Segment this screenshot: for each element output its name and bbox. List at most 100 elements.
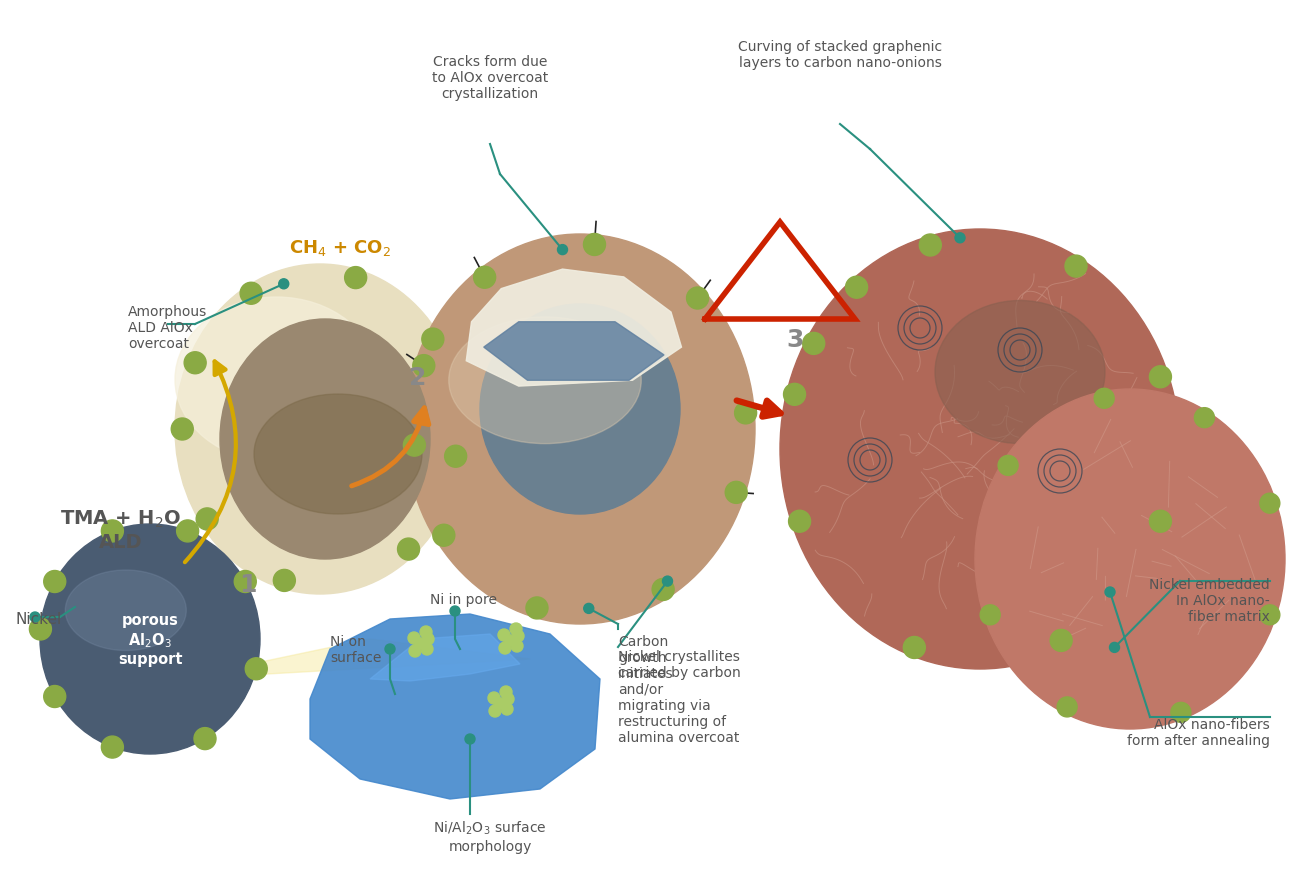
Text: AlOx nano-fibers
form after annealing: AlOx nano-fibers form after annealing <box>1127 717 1269 747</box>
Polygon shape <box>484 322 664 381</box>
Circle shape <box>422 328 444 351</box>
Circle shape <box>510 623 522 635</box>
Circle shape <box>464 734 475 744</box>
Ellipse shape <box>405 235 755 624</box>
Circle shape <box>734 402 757 424</box>
Circle shape <box>445 446 467 468</box>
Circle shape <box>450 607 461 616</box>
Circle shape <box>433 525 455 547</box>
Circle shape <box>404 434 426 456</box>
Circle shape <box>235 571 257 593</box>
Circle shape <box>184 352 206 375</box>
Ellipse shape <box>780 229 1180 669</box>
Circle shape <box>408 633 421 644</box>
Ellipse shape <box>449 317 641 444</box>
Circle shape <box>1094 388 1115 408</box>
Circle shape <box>1149 367 1171 388</box>
Circle shape <box>44 571 66 593</box>
Circle shape <box>725 481 747 504</box>
Circle shape <box>504 635 516 647</box>
Ellipse shape <box>66 570 186 651</box>
Circle shape <box>783 384 805 406</box>
Circle shape <box>499 642 511 654</box>
Polygon shape <box>310 614 600 799</box>
Polygon shape <box>370 634 520 681</box>
Text: Ni/Al$_2$O$_3$ surface
morphology: Ni/Al$_2$O$_3$ surface morphology <box>433 819 547 852</box>
Circle shape <box>583 234 605 256</box>
Text: 3: 3 <box>787 328 804 352</box>
Ellipse shape <box>175 265 464 594</box>
Text: porous
Al$_2$O$_3$
support: porous Al$_2$O$_3$ support <box>117 613 182 667</box>
Ellipse shape <box>975 389 1285 729</box>
Circle shape <box>557 245 568 255</box>
Circle shape <box>194 727 215 750</box>
Circle shape <box>512 630 524 642</box>
Ellipse shape <box>175 298 378 462</box>
Circle shape <box>1149 511 1171 533</box>
Circle shape <box>344 268 366 289</box>
Ellipse shape <box>935 302 1106 444</box>
Circle shape <box>172 419 194 441</box>
Ellipse shape <box>40 524 261 754</box>
Circle shape <box>102 736 124 758</box>
Text: 2: 2 <box>409 366 427 389</box>
Text: 1: 1 <box>239 573 257 596</box>
Circle shape <box>1066 255 1087 278</box>
Circle shape <box>920 235 942 256</box>
Circle shape <box>1195 408 1214 428</box>
Circle shape <box>663 576 672 587</box>
Circle shape <box>489 705 501 717</box>
Circle shape <box>422 634 433 646</box>
Circle shape <box>240 283 262 305</box>
Circle shape <box>196 508 218 530</box>
Circle shape <box>1057 697 1077 717</box>
Circle shape <box>686 288 708 309</box>
Circle shape <box>788 511 810 533</box>
Circle shape <box>845 277 868 299</box>
Circle shape <box>102 521 124 542</box>
Text: Carbon
growth
initiates: Carbon growth initiates <box>618 634 673 680</box>
Circle shape <box>44 686 66 707</box>
Circle shape <box>1171 702 1191 722</box>
Circle shape <box>802 333 824 355</box>
Circle shape <box>526 597 548 620</box>
Polygon shape <box>466 269 681 387</box>
Text: TMA + H$_2$O
ALD: TMA + H$_2$O ALD <box>61 507 181 551</box>
Ellipse shape <box>221 320 430 560</box>
Circle shape <box>584 604 593 614</box>
Circle shape <box>177 521 199 542</box>
Circle shape <box>488 693 501 704</box>
Circle shape <box>413 355 435 377</box>
Circle shape <box>421 627 432 638</box>
Circle shape <box>473 267 495 289</box>
Text: Curving of stacked graphenic
layers to carbon nano-onions: Curving of stacked graphenic layers to c… <box>738 40 942 70</box>
Circle shape <box>998 456 1018 476</box>
Circle shape <box>1109 643 1120 653</box>
Ellipse shape <box>254 395 422 514</box>
Circle shape <box>279 280 289 289</box>
Circle shape <box>414 638 426 650</box>
Text: Ni on
surface: Ni on surface <box>330 634 382 665</box>
Circle shape <box>397 539 419 561</box>
Circle shape <box>653 579 675 600</box>
Circle shape <box>955 234 965 243</box>
Text: Nickel: Nickel <box>15 612 61 627</box>
Circle shape <box>980 605 1000 625</box>
Circle shape <box>1260 494 1280 514</box>
Text: Ni in pore: Ni in pore <box>430 593 497 607</box>
Circle shape <box>245 658 267 680</box>
Text: Nickel crystallites
carried by carbon
and/or
migrating via
restructuring of
alum: Nickel crystallites carried by carbon an… <box>618 649 740 744</box>
Circle shape <box>1050 630 1072 652</box>
Polygon shape <box>181 640 530 680</box>
Text: Cracks form due
to AlOx overcoat
crystallization: Cracks form due to AlOx overcoat crystal… <box>432 55 548 102</box>
Circle shape <box>498 629 510 641</box>
Text: CH$_4$ + CO$_2$: CH$_4$ + CO$_2$ <box>289 238 391 258</box>
Text: Nickel embedded
In AlOx nano-
fiber matrix: Nickel embedded In AlOx nano- fiber matr… <box>1149 577 1269 624</box>
Circle shape <box>1260 605 1280 625</box>
Circle shape <box>384 644 395 654</box>
Circle shape <box>421 643 433 655</box>
Circle shape <box>409 646 421 657</box>
Circle shape <box>501 687 512 698</box>
Circle shape <box>494 698 506 710</box>
Circle shape <box>30 618 52 640</box>
